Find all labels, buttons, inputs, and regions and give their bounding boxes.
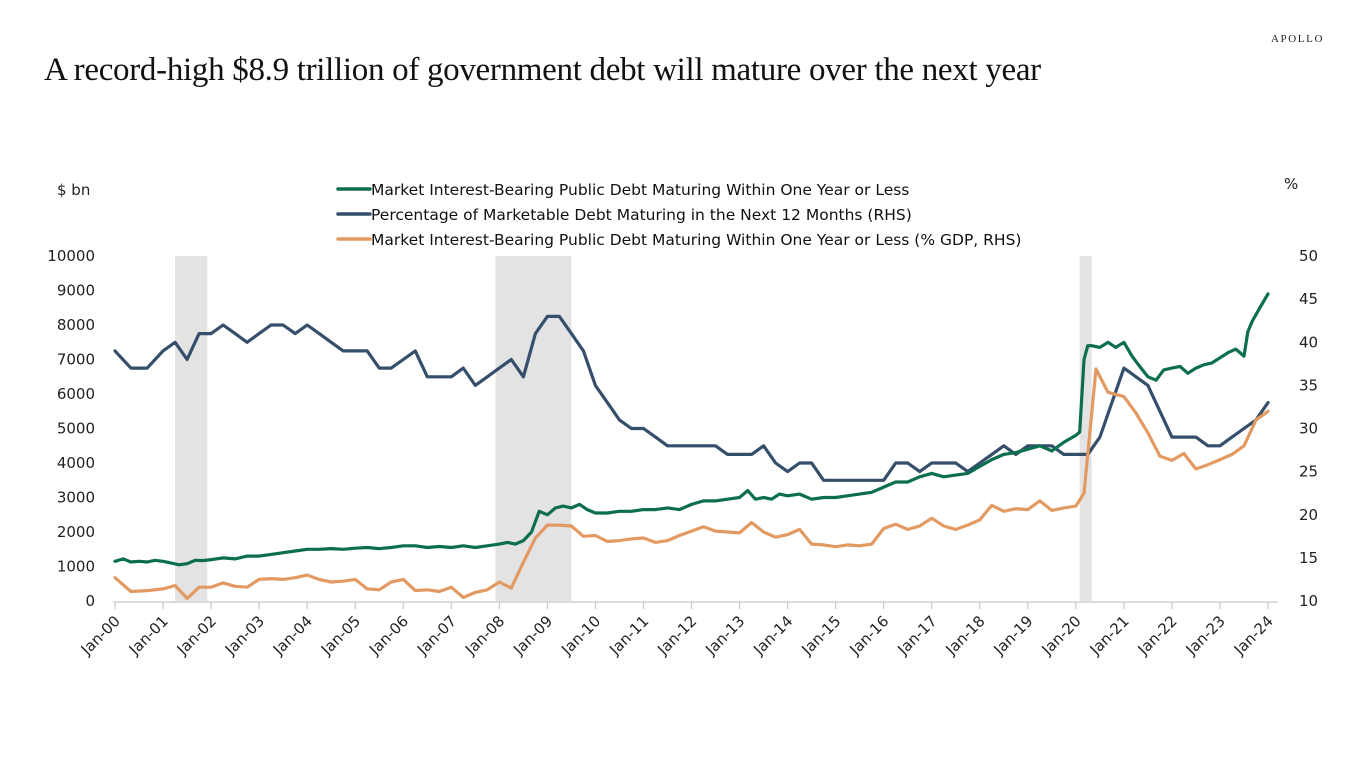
- right-tick-label: 35: [1299, 376, 1318, 394]
- right-tick-label: 20: [1299, 506, 1318, 524]
- left-tick-label: 3000: [57, 489, 95, 507]
- left-tick-label: 6000: [57, 385, 95, 403]
- left-tick-label: 4000: [57, 454, 95, 472]
- legend-item-debt-pct-gdp: Market Interest-Bearing Public Debt Matu…: [336, 231, 1021, 249]
- x-tick-label: Jan-03: [221, 612, 268, 659]
- x-tick-label: Jan-12: [653, 612, 700, 659]
- legend-item-percentage-maturing: Percentage of Marketable Debt Maturing i…: [336, 206, 912, 224]
- x-tick-label: Jan-23: [1182, 612, 1229, 659]
- x-tick-label: Jan-21: [1086, 612, 1133, 659]
- x-tick-label: Jan-00: [77, 612, 124, 659]
- x-tick-label: Jan-05: [317, 612, 364, 659]
- left-tick-label: 10000: [47, 247, 95, 265]
- chart-title: A record-high $8.9 trillion of governmen…: [44, 52, 1041, 88]
- legend: Market Interest-Bearing Public Debt Matu…: [336, 181, 1021, 249]
- right-tick-label: 40: [1299, 333, 1318, 351]
- right-tick-label: 25: [1299, 463, 1318, 481]
- left-axis-unit: $ bn: [57, 181, 90, 199]
- left-tick-label: 7000: [57, 351, 95, 369]
- series-line-percentage-maturing: [113, 314, 1270, 482]
- legend-label: Percentage of Marketable Debt Maturing i…: [371, 206, 912, 224]
- series-lines: [113, 292, 1270, 601]
- series-line-debt-maturing: [113, 292, 1270, 567]
- right-axis-unit: %: [1284, 175, 1298, 193]
- x-tick-label: Jan-14: [749, 612, 796, 659]
- legend-label: Market Interest-Bearing Public Debt Matu…: [371, 231, 1021, 249]
- x-tick-label: Jan-11: [605, 612, 652, 659]
- x-tick-label: Jan-16: [845, 612, 892, 659]
- left-tick-label: 9000: [57, 282, 95, 300]
- x-tick-label: Jan-22: [1134, 612, 1181, 659]
- right-tick-label: 50: [1299, 247, 1318, 265]
- x-tick-label: Jan-24: [1230, 612, 1277, 659]
- left-tick-label: 8000: [57, 316, 95, 334]
- right-tick-label: 15: [1299, 549, 1318, 567]
- x-tick-label: Jan-07: [413, 612, 460, 659]
- recession-band: [175, 256, 208, 601]
- x-axis-ticks: [114, 602, 1269, 609]
- x-tick-label: Jan-01: [125, 612, 172, 659]
- x-tick-label: Jan-04: [269, 612, 316, 659]
- right-tick-label: 45: [1299, 290, 1318, 308]
- left-axis-labels: 0 1000 2000 3000 4000 5000 6000 7000 8000 9000 100…: [47, 247, 95, 610]
- x-tick-label: Jan-17: [893, 612, 940, 659]
- x-tick-label: Jan-08: [461, 612, 508, 659]
- x-tick-label: Jan-19: [990, 612, 1037, 659]
- left-tick-label: 0: [85, 592, 95, 610]
- x-tick-label: Jan-18: [941, 612, 988, 659]
- right-tick-label: 10: [1299, 592, 1318, 610]
- brand-logo: APOLLO: [1271, 33, 1324, 45]
- x-axis-labels: Jan-00 Jan-01 Jan-02 Jan-03 Jan-04 Jan-05 Jan-…: [77, 612, 1277, 659]
- legend-label: Market Interest-Bearing Public Debt Matu…: [371, 181, 909, 199]
- legend-item-debt-maturing: Market Interest-Bearing Public Debt Matu…: [336, 181, 909, 199]
- recession-band: [495, 256, 572, 601]
- x-tick-label: Jan-10: [557, 612, 604, 659]
- series-line-debt-pct-gdp: [113, 367, 1270, 601]
- x-tick-label: Jan-02: [173, 612, 220, 659]
- x-tick-label: Jan-13: [701, 612, 748, 659]
- x-tick-label: Jan-09: [509, 612, 556, 659]
- x-tick-label: Jan-15: [797, 612, 844, 659]
- left-tick-label: 1000: [57, 558, 95, 576]
- x-tick-label: Jan-20: [1038, 612, 1085, 659]
- right-tick-label: 30: [1299, 420, 1318, 438]
- left-tick-label: 2000: [57, 523, 95, 541]
- right-axis-labels: 10 15 20 25 30 35 40 45 50: [1299, 247, 1318, 610]
- left-tick-label: 5000: [57, 420, 95, 438]
- x-tick-label: Jan-06: [365, 612, 412, 659]
- recession-band: [1079, 256, 1092, 601]
